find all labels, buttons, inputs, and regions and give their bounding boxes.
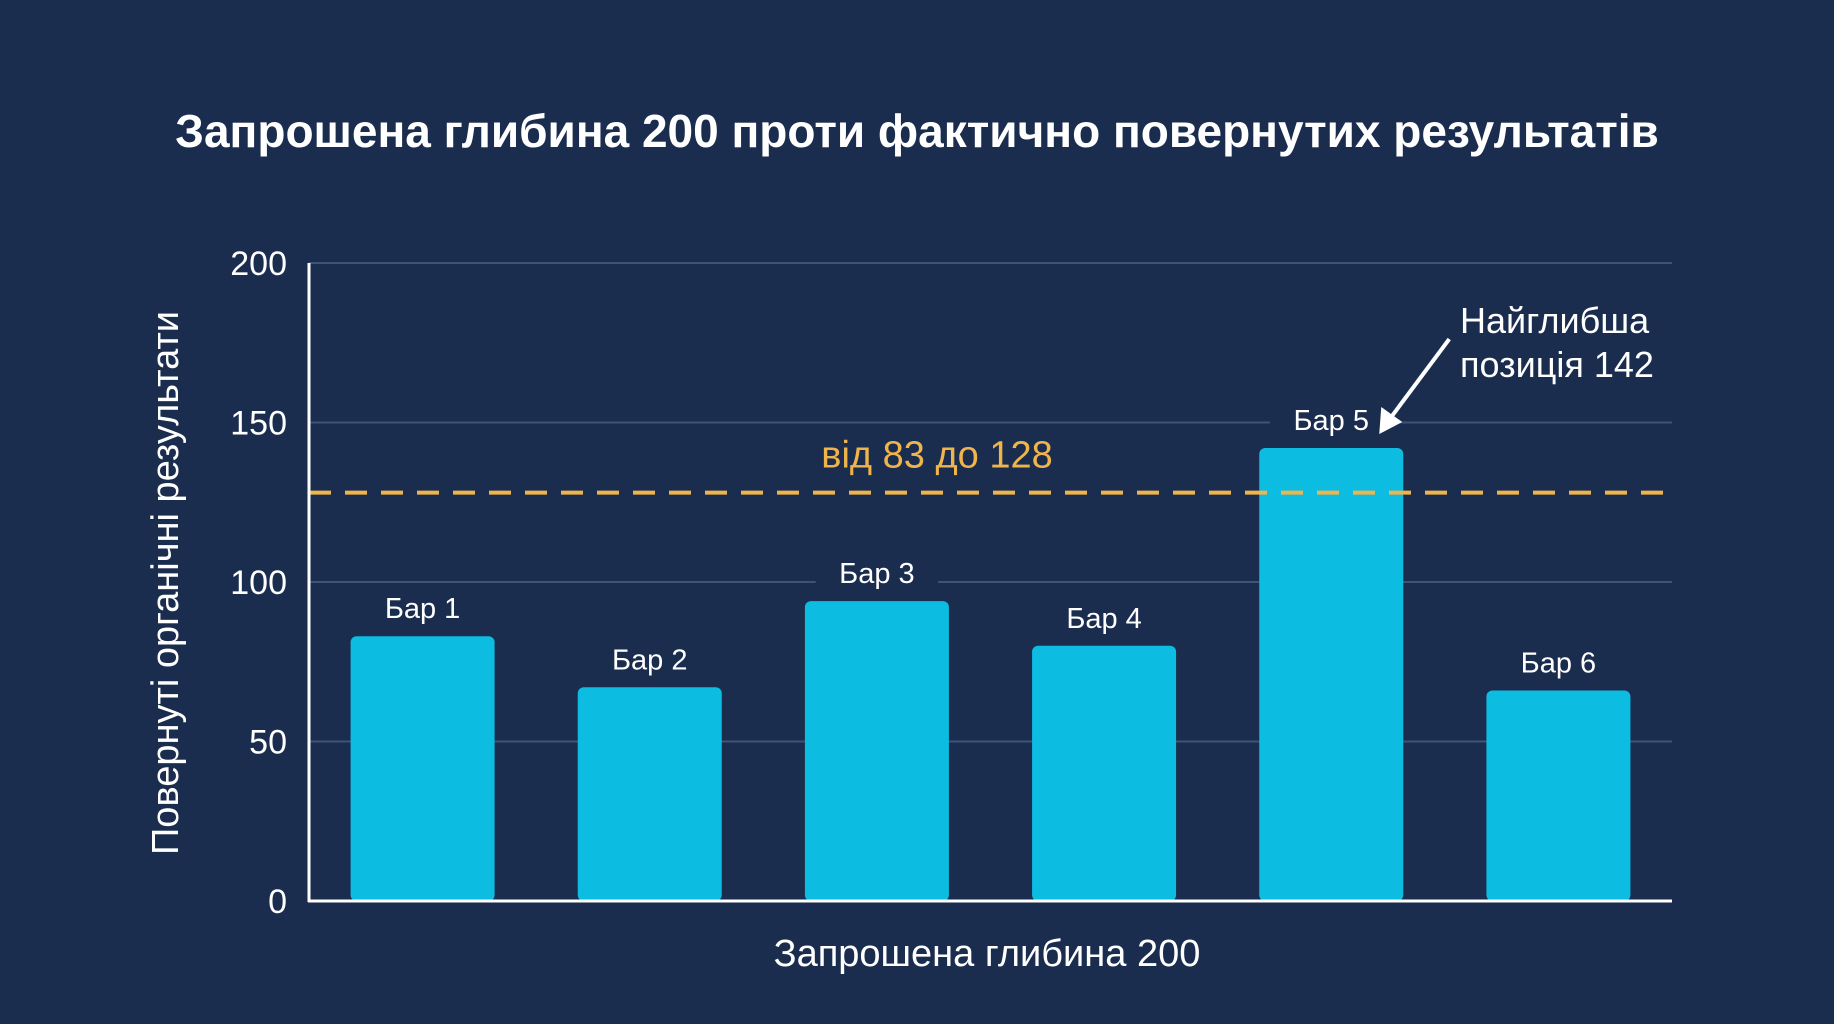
bar-5 <box>1259 448 1404 901</box>
bar-label-backdrop <box>588 639 711 680</box>
annotation-text: Найглибша <box>1460 300 1650 341</box>
y-tick-label: 0 <box>268 883 287 921</box>
bar-label: Бар 6 <box>1521 647 1596 679</box>
bar-label-backdrop <box>1270 400 1393 441</box>
reference-line-group: від 83 до 128 <box>309 435 1672 495</box>
bar-label: Бар 4 <box>1066 603 1141 635</box>
bar-6 <box>1486 690 1631 901</box>
bar-label: Бар 3 <box>839 558 914 590</box>
bar-label: Бар 1 <box>385 593 460 625</box>
bar-3 <box>804 601 949 901</box>
bar-label: Бар 5 <box>1294 405 1369 437</box>
bar-label-backdrop <box>1042 597 1166 638</box>
bar-label-backdrop <box>1497 642 1620 683</box>
y-tick-label: 200 <box>230 245 287 283</box>
axes <box>307 263 1672 903</box>
y-tick-label: 50 <box>249 724 287 762</box>
bar-label: Бар 2 <box>612 644 687 676</box>
bar-2 <box>577 687 722 901</box>
bars <box>350 448 1631 901</box>
bar-label-backdrop <box>361 588 484 629</box>
y-tick-label: 150 <box>230 405 287 443</box>
bar-4 <box>1032 645 1177 901</box>
chart-title: Запрошена глибина 200 проти фактично пов… <box>175 105 1659 157</box>
y-axis-title: Повернуті органічні результати <box>145 311 187 855</box>
bar-1 <box>350 636 495 901</box>
bar-labels: Бар 1 Бар 2 Бар 3 Бар 4 Бар 5 Бар 6 <box>361 400 1620 683</box>
reference-line-label: від 83 до 128 <box>821 435 1052 477</box>
annotation-text: позиція 142 <box>1460 344 1654 385</box>
bar-label-backdrop <box>815 553 939 594</box>
y-tick-label: 100 <box>230 564 287 602</box>
annotation-arrowhead-icon <box>1379 407 1403 435</box>
annotation-arrow-line <box>1386 337 1451 423</box>
y-tick-labels: 0 50 100 150 200 <box>230 245 287 921</box>
grid-lines <box>309 262 1672 743</box>
x-axis-title: Запрошена глибина 200 <box>774 933 1201 975</box>
